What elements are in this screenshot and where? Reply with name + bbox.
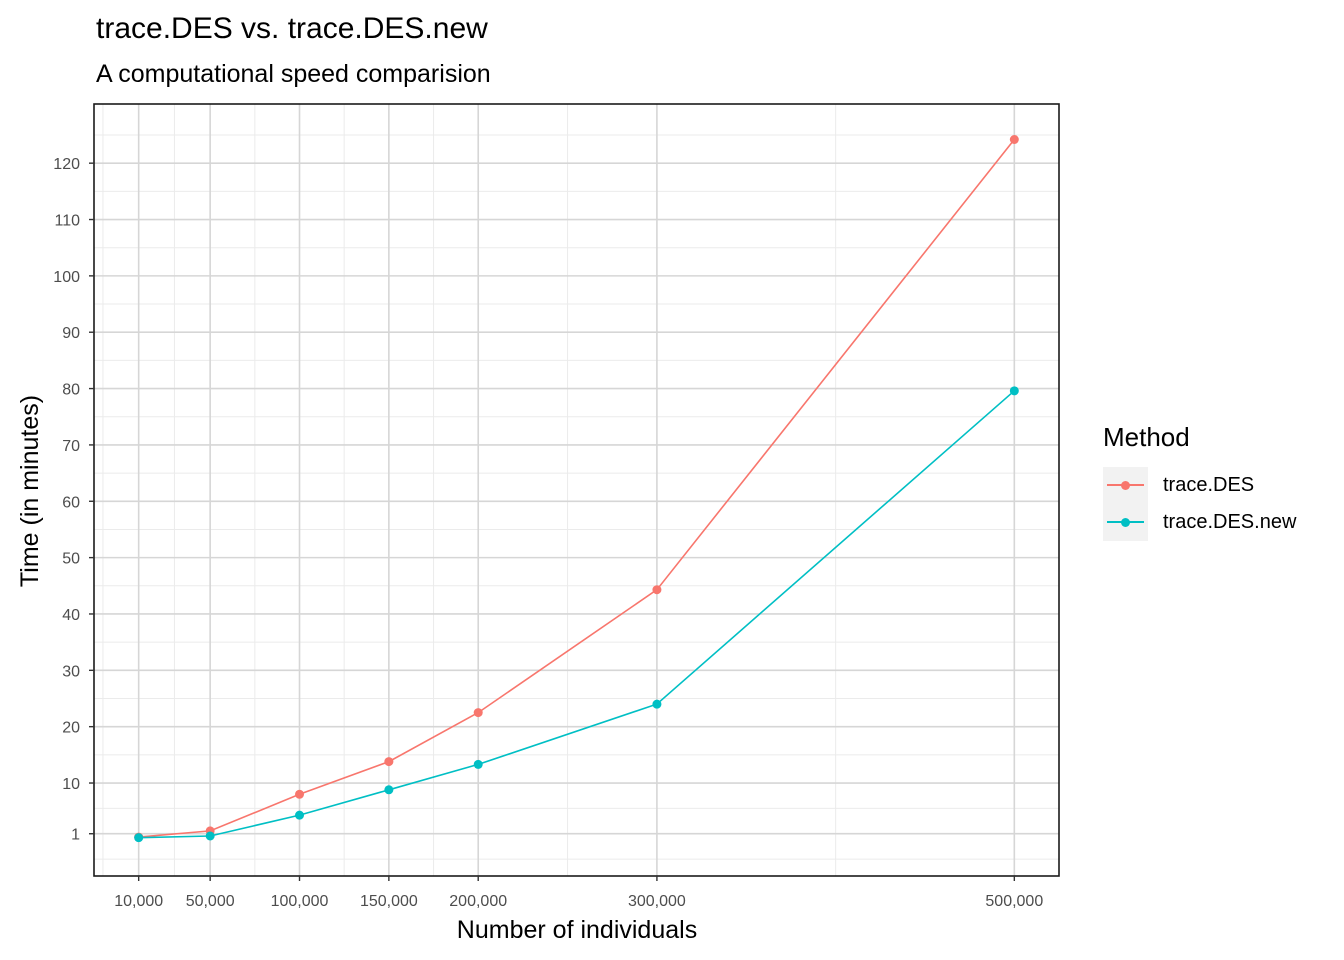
x-tick-label: 300,000 (628, 893, 686, 910)
data-point-1-3 (295, 789, 305, 799)
legend-key-trace-des-new (1103, 504, 1148, 541)
legend-label-trace-des-new: trace.DES.new (1163, 511, 1297, 533)
y-tick-label: 30 (62, 663, 80, 680)
data-point-1-7 (1009, 135, 1019, 145)
y-tick-label: 40 (62, 607, 80, 624)
x-tick-label: 150,000 (360, 893, 418, 910)
data-point-2-4 (384, 785, 394, 795)
legend-title: Method (1103, 422, 1190, 452)
data-point-1-5 (473, 708, 483, 718)
x-tick-label: 200,000 (449, 893, 507, 910)
y-tick-label: 90 (62, 325, 80, 342)
legend: Method trace.DES trace.DES.new (1103, 422, 1296, 541)
legend-item-trace-des: trace.DES (1103, 467, 1296, 504)
data-point-1-6 (652, 585, 662, 595)
y-tick-label: 10 (62, 776, 80, 793)
y-tick-label: 100 (53, 269, 80, 286)
legend-label-trace-des: trace.DES (1163, 474, 1255, 496)
data-point-2-2 (205, 831, 215, 841)
x-axis-title: Number of individuals (457, 916, 697, 944)
data-point-2-1 (134, 833, 144, 843)
data-point-2-7 (1009, 386, 1019, 396)
data-point-2-5 (473, 759, 483, 769)
y-tick-label: 50 (62, 551, 80, 568)
y-tick-label: 120 (53, 156, 80, 173)
data-point-1-4 (384, 757, 394, 767)
legend-item-trace-des-new: trace.DES.new (1103, 504, 1296, 541)
y-tick-label: 110 (54, 213, 80, 230)
data-point-2-3 (295, 810, 305, 820)
y-axis-title: Time (in minutes) (16, 395, 44, 587)
x-tick-label: 10,000 (114, 893, 163, 910)
y-tick-label: 1 (71, 827, 80, 844)
legend-key-trace-des (1103, 467, 1148, 504)
chart-title: trace.DES vs. trace.DES.new (96, 12, 488, 45)
y-tick-label: 20 (62, 720, 80, 737)
y-tick-label: 80 (62, 382, 80, 399)
x-tick-label: 500,000 (985, 893, 1043, 910)
data-point-2-6 (652, 699, 662, 709)
y-tick-label: 70 (62, 438, 80, 455)
y-tick-label: 60 (62, 494, 80, 511)
panel-border (93, 103, 1060, 877)
chart-subtitle: A computational speed comparision (96, 60, 491, 88)
x-tick-label: 100,000 (271, 893, 329, 910)
x-tick-label: 50,000 (186, 893, 235, 910)
